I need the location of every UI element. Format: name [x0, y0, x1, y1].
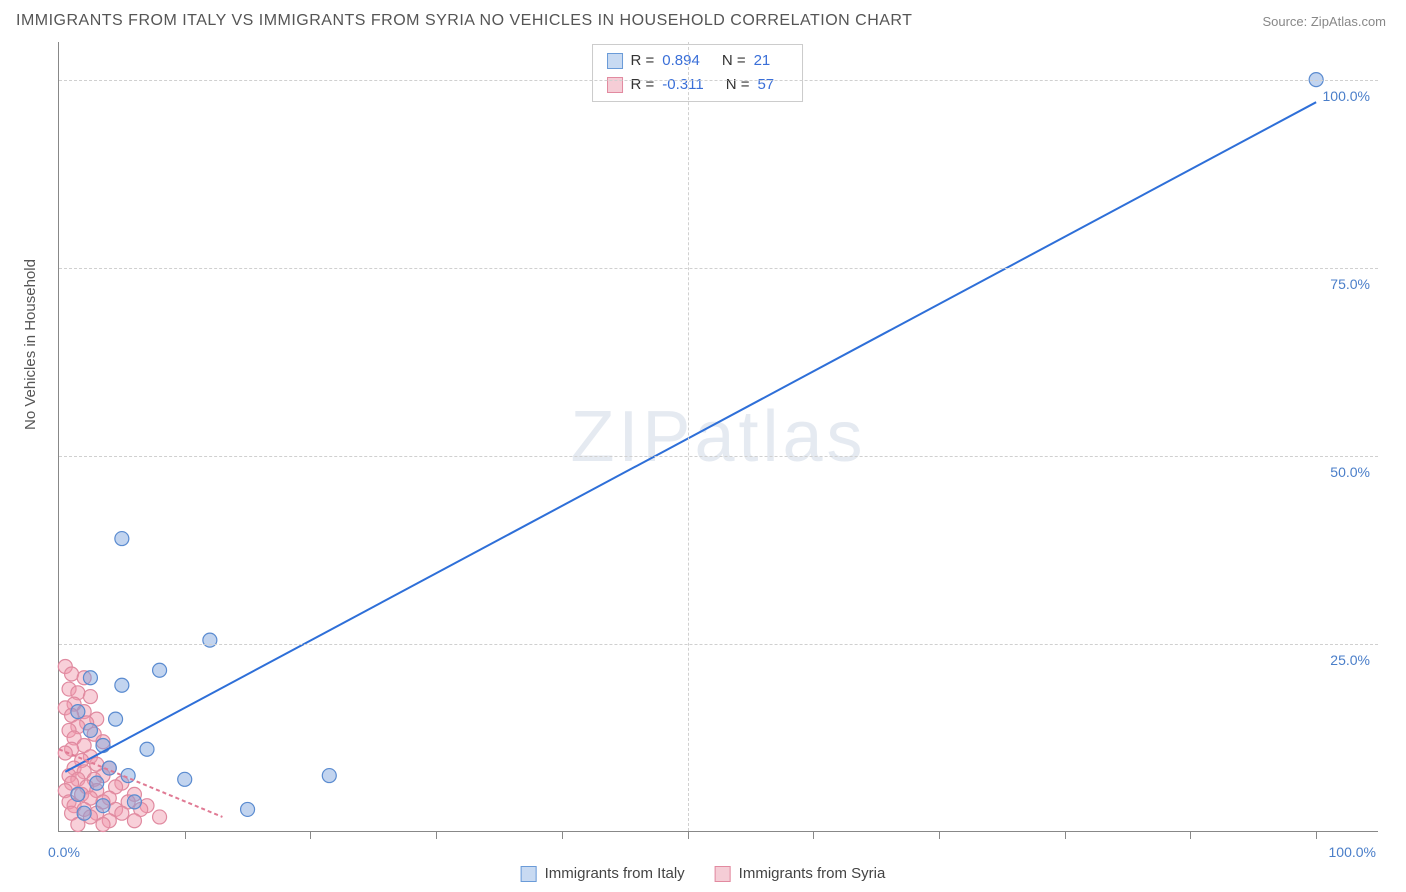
stat-n-value: 57 [757, 73, 774, 97]
x-tick-mark [310, 831, 311, 839]
x-tick-mark [813, 831, 814, 839]
x-tick-mark [562, 831, 563, 839]
y-axis-label: No Vehicles in Household [22, 259, 39, 430]
data-point [65, 667, 79, 681]
gridline-horizontal [59, 268, 1378, 269]
legend-swatch [521, 866, 537, 882]
data-point [153, 663, 167, 677]
data-point [178, 772, 192, 786]
stat-r-label: R = [631, 49, 655, 73]
source-attribution: Source: ZipAtlas.com [1262, 14, 1386, 29]
x-axis-zero-label: 0.0% [48, 844, 80, 860]
x-tick-mark [939, 831, 940, 839]
data-point [115, 806, 129, 820]
legend-item: Immigrants from Syria [715, 865, 886, 882]
data-point [58, 746, 72, 760]
data-point [241, 802, 255, 816]
stat-r-value: -0.311 [662, 73, 703, 97]
chart-plot-area: ZIPatlas R =0.894N =21R =-0.311N =57 25.… [58, 42, 1378, 832]
legend-swatch [607, 53, 623, 69]
stats-row: R = -0.311 N = 57 [607, 73, 789, 97]
gridline-horizontal [59, 644, 1378, 645]
data-point [115, 678, 129, 692]
stat-n-label: N = [722, 49, 746, 73]
gridline-vertical [688, 42, 689, 831]
x-axis-max-label: 100.0% [1329, 844, 1376, 860]
stat-r-value: 0.894 [662, 49, 700, 73]
gridline-horizontal [59, 456, 1378, 457]
x-tick-mark [1065, 831, 1066, 839]
x-tick-mark [1190, 831, 1191, 839]
data-point [322, 769, 336, 783]
legend-label: Immigrants from Italy [545, 865, 685, 882]
x-tick-mark [1316, 831, 1317, 839]
data-point [115, 532, 129, 546]
stat-r-label: R = [631, 73, 655, 97]
x-tick-mark [436, 831, 437, 839]
stat-n-value: 21 [754, 49, 771, 73]
y-tick-label: 75.0% [1330, 276, 1370, 292]
data-point [153, 810, 167, 824]
data-point [96, 817, 110, 831]
legend-swatch [715, 866, 731, 882]
data-point [127, 795, 141, 809]
x-tick-mark [688, 831, 689, 839]
legend-item: Immigrants from Italy [521, 865, 685, 882]
data-point [90, 776, 104, 790]
data-point [140, 742, 154, 756]
y-tick-label: 50.0% [1330, 464, 1370, 480]
legend-label: Immigrants from Syria [739, 865, 886, 882]
data-point [71, 705, 85, 719]
stats-row: R = 0.894 N = 21 [607, 49, 789, 73]
data-point [127, 814, 141, 828]
data-point [203, 633, 217, 647]
scatter-plot-svg [59, 42, 1379, 832]
chart-title: IMMIGRANTS FROM ITALY VS IMMIGRANTS FROM… [16, 12, 912, 30]
x-tick-mark [185, 831, 186, 839]
data-point [83, 723, 97, 737]
data-point [96, 799, 110, 813]
trend-line [65, 102, 1316, 772]
correlation-stats-box: R =0.894N =21R =-0.311N =57 [592, 44, 804, 102]
data-point [83, 671, 97, 685]
data-point [77, 806, 91, 820]
data-point [109, 712, 123, 726]
stat-n-label: N = [726, 73, 750, 97]
data-point [83, 690, 97, 704]
data-point [71, 787, 85, 801]
y-tick-label: 100.0% [1323, 88, 1370, 104]
y-tick-label: 25.0% [1330, 652, 1370, 668]
data-point [96, 738, 110, 752]
bottom-legend: Immigrants from Italy Immigrants from Syr… [521, 865, 886, 882]
gridline-horizontal [59, 80, 1378, 81]
